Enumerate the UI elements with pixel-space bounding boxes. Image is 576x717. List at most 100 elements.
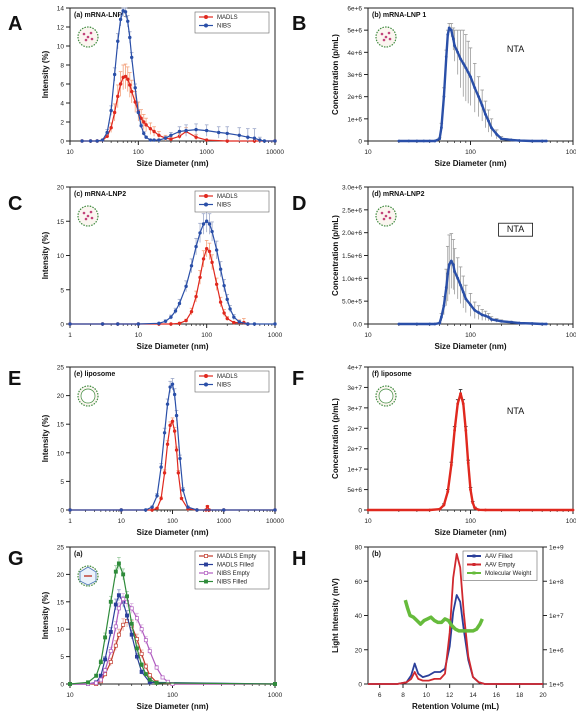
y-tick-label: 3e+6 xyxy=(347,72,362,79)
legend-box xyxy=(194,11,270,34)
mrna-dot xyxy=(82,32,86,36)
data-point xyxy=(130,89,134,94)
data-point xyxy=(163,136,168,140)
data-point xyxy=(80,139,84,143)
data-point xyxy=(469,488,472,491)
data-point xyxy=(143,638,148,643)
series-line xyxy=(70,383,275,511)
annotation: NTA xyxy=(507,44,524,54)
x-tick-label: 8 xyxy=(401,692,405,699)
series-line xyxy=(368,594,543,685)
data-point xyxy=(113,624,118,629)
data-point xyxy=(225,131,229,136)
series-line xyxy=(70,598,275,685)
y-axis-label: Light Intensity (mV) xyxy=(331,578,340,653)
data-point xyxy=(169,133,173,137)
panel-title: (a) xyxy=(74,551,83,558)
y-axis-label: Concentration (p/mL) xyxy=(331,215,340,296)
legend-marker xyxy=(204,562,208,567)
legend-marker xyxy=(204,579,208,584)
data-point xyxy=(415,139,419,143)
panel-title: (b) mRNA-LNP 1 xyxy=(372,12,426,19)
series-line xyxy=(70,220,275,325)
series-nibs xyxy=(68,378,277,512)
x-tick-label: 1 xyxy=(68,332,72,339)
data-point xyxy=(477,311,481,314)
data-point xyxy=(116,606,121,611)
data-point xyxy=(100,322,105,326)
data-point xyxy=(179,496,184,501)
data-point xyxy=(184,318,188,323)
data-point xyxy=(469,303,472,307)
data-point xyxy=(214,248,219,252)
y-tick-label: 4e+6 xyxy=(347,50,362,57)
x-tick-label: 1 xyxy=(68,518,72,525)
data-point xyxy=(113,602,118,607)
legend-label: AAV Filled xyxy=(485,554,513,560)
legend-label: NIBS Filled xyxy=(217,580,247,586)
x-tick-label: 1000 xyxy=(566,332,576,339)
data-point xyxy=(490,126,493,130)
x-tick-label: 20 xyxy=(539,692,547,699)
data-point xyxy=(108,649,113,654)
data-point xyxy=(198,275,202,280)
y-tick-label: 3e+7 xyxy=(347,405,362,412)
data-point xyxy=(170,419,175,424)
data-point xyxy=(232,315,236,319)
x-tick-label: 10000 xyxy=(266,149,284,156)
x-tick-label: 1000 xyxy=(217,518,232,525)
data-point xyxy=(487,119,490,123)
y-axis-label: Intensity (%) xyxy=(41,50,50,98)
data-point xyxy=(121,622,126,627)
data-point xyxy=(218,267,223,271)
data-point xyxy=(150,505,154,509)
data-point xyxy=(473,506,477,510)
data-point xyxy=(142,131,146,136)
data-point xyxy=(442,95,446,99)
data-point xyxy=(108,599,113,604)
legend-marker xyxy=(204,571,208,575)
y-tick-label: 0 xyxy=(60,508,64,515)
series-nta xyxy=(397,23,548,143)
data-point xyxy=(480,313,484,317)
data-point xyxy=(273,139,277,143)
legend-label: MADLS Empty xyxy=(217,554,256,560)
x-tick-label: 1000 xyxy=(566,149,576,156)
data-point xyxy=(214,282,219,286)
y2-tick-label: 1e+8 xyxy=(549,579,564,586)
x-tick-label: 10 xyxy=(364,518,372,525)
mrna-dot xyxy=(382,217,386,221)
data-point xyxy=(118,82,123,86)
data-point xyxy=(461,402,465,406)
data-point xyxy=(116,39,120,43)
mrna-dot xyxy=(82,211,86,215)
annotation: NTA xyxy=(507,406,524,416)
data-point xyxy=(133,100,137,104)
y2-tick-label: 1e+9 xyxy=(549,545,564,552)
series-line xyxy=(403,599,484,633)
data-point xyxy=(176,471,181,475)
series-nta xyxy=(397,233,548,326)
data-point xyxy=(225,316,229,321)
x-axis-label: Size Diameter (nm) xyxy=(136,159,208,168)
data-point xyxy=(366,508,370,512)
data-point xyxy=(222,283,226,288)
data-point xyxy=(473,86,477,90)
y-tick-label: 5 xyxy=(60,654,64,661)
x-tick-label: 100 xyxy=(465,332,476,339)
panel-letter: D xyxy=(292,193,306,215)
data-point xyxy=(177,321,182,326)
series-nibs xyxy=(68,209,277,326)
data-point xyxy=(480,104,484,107)
data-point xyxy=(94,680,99,685)
x-tick-label: 6 xyxy=(378,692,382,699)
data-point xyxy=(136,322,141,326)
data-point xyxy=(128,83,132,87)
y-tick-label: 12 xyxy=(57,25,65,32)
legend-box xyxy=(194,370,270,393)
mrna-dot xyxy=(90,216,94,220)
series-molecular-weight xyxy=(403,599,484,633)
data-point xyxy=(518,321,521,325)
data-point xyxy=(173,309,178,313)
data-point xyxy=(118,17,123,22)
